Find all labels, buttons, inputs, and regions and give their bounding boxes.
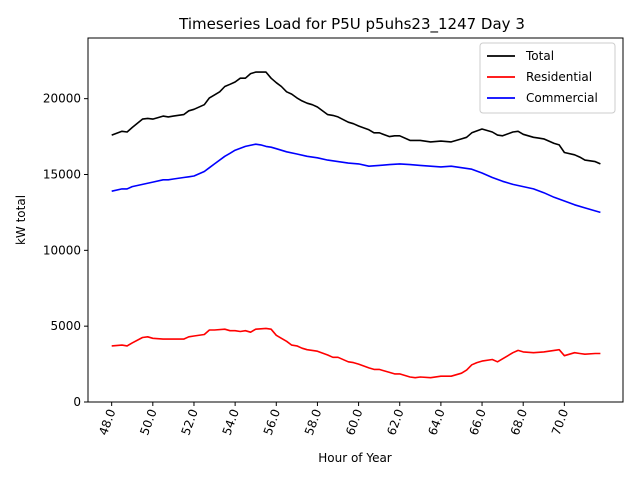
x-tick-label: 54.0	[220, 407, 242, 437]
x-tick-label: 70.0	[549, 407, 571, 437]
x-tick-label: 62.0	[384, 407, 406, 437]
plot-area	[87, 37, 624, 403]
x-tick-label: 60.0	[343, 407, 365, 437]
plot-frame	[87, 37, 624, 403]
y-tick-label: 0	[73, 395, 81, 409]
y-tick-label: 10000	[43, 243, 81, 257]
chart-title: Timeseries Load for P5U p5uhs23_1247 Day…	[178, 15, 525, 34]
y-tick-label: 5000	[50, 319, 81, 333]
x-tick-label: 52.0	[178, 407, 200, 437]
y-tick-label: 20000	[43, 92, 81, 106]
series-layer	[111, 71, 601, 379]
x-tick-label: 66.0	[467, 407, 489, 437]
x-tick-label: 58.0	[302, 407, 324, 437]
y-axis: 0 5000 10000 15000 20000	[43, 92, 88, 409]
series-line-total	[111, 71, 601, 165]
legend: Total Residential Commercial	[479, 42, 616, 114]
x-tick-label: 48.0	[96, 407, 118, 437]
series-line-residential	[111, 327, 601, 379]
x-tick-label: 68.0	[508, 407, 530, 437]
y-tick-label: 15000	[43, 168, 81, 182]
legend-label-commercial: Commercial	[526, 91, 598, 105]
legend-label-total: Total	[525, 49, 554, 63]
x-tick-label: 50.0	[137, 407, 159, 437]
legend-box	[479, 42, 616, 114]
legend-label-residential: Residential	[526, 70, 592, 84]
y-axis-label: kW total	[14, 195, 28, 245]
x-axis-label: Hour of Year	[318, 451, 392, 465]
x-tick-label: 56.0	[261, 407, 283, 437]
series-line-commercial	[111, 143, 601, 214]
x-tick-label: 64.0	[425, 407, 447, 437]
x-axis: 48.0 50.0 52.0 54.0 56.0 58.0 60.0 62.0 64.0 66.0…	[96, 402, 571, 437]
